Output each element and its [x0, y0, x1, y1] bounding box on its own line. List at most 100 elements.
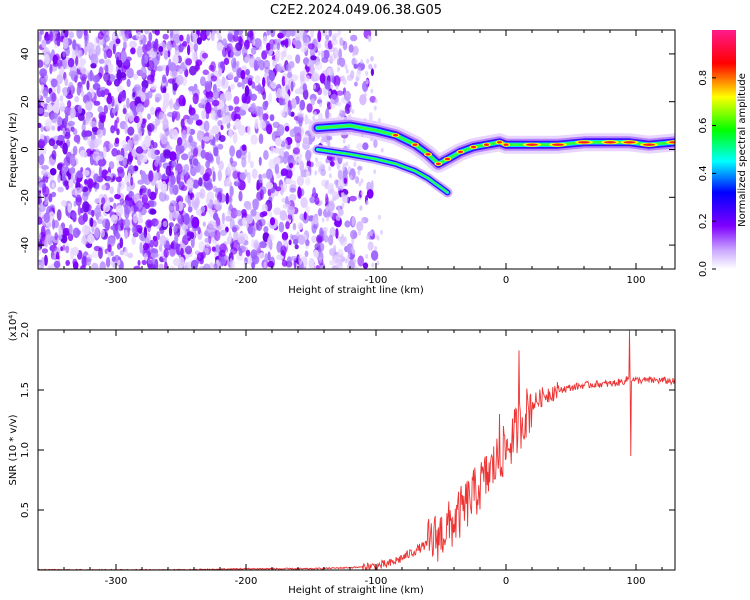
noise-speck: [304, 118, 312, 125]
noise-speck: [46, 103, 53, 113]
noise-speck: [302, 83, 307, 92]
noise-speck: [346, 243, 354, 254]
noise-speck: [296, 231, 300, 238]
noise-speck: [380, 229, 383, 235]
noise-speck: [239, 172, 246, 181]
noise-speck: [181, 129, 187, 141]
noise-speck: [116, 154, 124, 162]
noise-speck: [115, 176, 122, 183]
noise-speck: [348, 44, 354, 53]
noise-speck: [148, 32, 153, 42]
noise-speck: [234, 118, 242, 129]
noise-speck: [200, 149, 206, 159]
noise-speck: [159, 235, 167, 246]
noise-speck: [292, 147, 300, 155]
noise-speck: [176, 74, 184, 86]
noise-speck: [305, 75, 310, 82]
noise-speck: [228, 30, 235, 34]
noise-speck: [115, 204, 124, 217]
noise-speck: [333, 47, 339, 59]
noise-speck: [92, 151, 100, 162]
noise-speck: [263, 150, 269, 160]
noise-speck: [304, 177, 311, 186]
noise-speck: [254, 118, 259, 130]
noise-speck: [160, 133, 168, 145]
noise-speck: [154, 171, 159, 181]
noise-speck: [61, 174, 66, 181]
noise-speck: [93, 173, 100, 182]
noise-speck: [321, 217, 325, 223]
noise-speck: [333, 196, 337, 201]
noise-speck: [344, 258, 348, 264]
noise-speck: [328, 112, 332, 118]
noise-speck: [221, 107, 225, 118]
noise-speck: [163, 149, 171, 159]
noise-speck: [38, 230, 41, 243]
noise-speck: [272, 147, 280, 154]
snr-frame: [37, 329, 676, 571]
noise-speck: [117, 186, 121, 195]
noise-speck: [256, 183, 260, 191]
noise-speck: [75, 187, 83, 194]
noise-speck: [118, 91, 127, 102]
noise-speck: [192, 113, 199, 121]
noise-speck: [54, 53, 60, 61]
signal-core-peak: [669, 141, 675, 144]
noise-speck: [305, 239, 310, 247]
noise-speck: [128, 110, 134, 122]
noise-speck: [269, 43, 274, 50]
noise-speck: [330, 93, 338, 105]
noise-speck: [144, 30, 150, 35]
noise-speck: [102, 203, 111, 213]
snr-xtick-label: -200: [235, 576, 258, 587]
noise-speck: [179, 256, 185, 268]
noise-speck: [135, 31, 144, 41]
noise-speck: [357, 165, 363, 171]
noise-speck: [148, 170, 154, 182]
noise-speck: [110, 250, 114, 257]
snr-ytick-label: 1.0: [20, 442, 31, 458]
noise-speck: [233, 30, 240, 36]
noise-speck: [309, 196, 316, 204]
noise-speck: [288, 193, 297, 202]
noise-speck: [335, 228, 339, 239]
noise-speck: [201, 52, 209, 59]
noise-speck: [330, 188, 334, 194]
noise-speck: [368, 63, 373, 70]
noise-speck: [130, 206, 134, 215]
noise-speck: [262, 35, 268, 45]
noise-speck: [193, 147, 198, 158]
noise-speck: [202, 69, 209, 76]
noise-speck: [238, 190, 243, 202]
noise-speck: [179, 145, 185, 153]
noise-speck: [38, 261, 45, 269]
noise-speck: [337, 169, 343, 180]
noise-speck: [369, 95, 377, 103]
noise-speck: [319, 200, 323, 206]
noise-speck: [258, 133, 264, 145]
snr-marks: [38, 330, 675, 570]
noise-speck: [285, 64, 292, 72]
noise-speck: [211, 125, 220, 135]
noise-speck: [241, 144, 247, 151]
noise-speck: [298, 235, 306, 245]
noise-speck: [140, 170, 146, 181]
noise-speck: [64, 30, 69, 38]
noise-speck: [38, 246, 42, 256]
noise-speck: [259, 189, 264, 200]
noise-speck: [91, 262, 99, 269]
noise-speck: [57, 173, 61, 183]
noise-speck: [51, 125, 56, 131]
colorbar-tick-label: 0.6: [698, 118, 709, 134]
noise-speck: [95, 212, 100, 221]
noise-speck: [244, 56, 249, 64]
signal-core-peak: [526, 143, 538, 146]
noise-speck: [258, 156, 262, 166]
noise-speck: [325, 193, 329, 206]
noise-speck: [114, 137, 120, 144]
noise-speck: [147, 148, 152, 158]
noise-speck: [168, 222, 174, 228]
noise-speck: [103, 65, 109, 71]
noise-speck: [184, 264, 188, 269]
noise-speck: [186, 179, 194, 189]
